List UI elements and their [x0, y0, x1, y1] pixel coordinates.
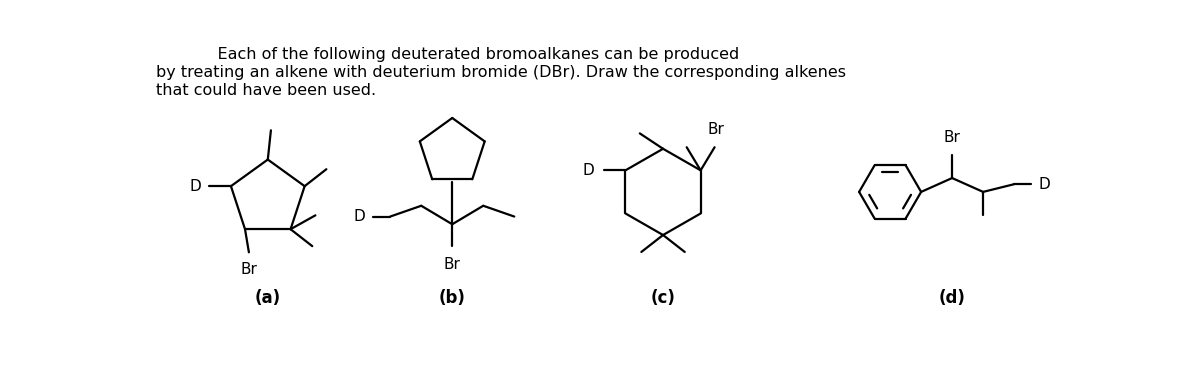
Text: (d): (d) — [938, 289, 966, 307]
Text: (c): (c) — [650, 289, 676, 307]
Text: Br: Br — [943, 130, 960, 145]
Text: D: D — [1039, 177, 1051, 192]
Text: that could have been used.: that could have been used. — [156, 82, 377, 98]
Text: Br: Br — [444, 256, 461, 272]
Text: D: D — [190, 179, 202, 194]
Text: (b): (b) — [439, 289, 466, 307]
Text: Br: Br — [708, 122, 725, 137]
Text: D: D — [583, 163, 594, 178]
Text: Br: Br — [240, 261, 257, 277]
Text: (a): (a) — [254, 289, 281, 307]
Text: Each of the following deuterated bromoalkanes can be produced: Each of the following deuterated bromoal… — [156, 47, 739, 62]
Text: D: D — [354, 209, 366, 224]
Text: by treating an alkene with deuterium bromide (DBr). Draw the corresponding alken: by treating an alkene with deuterium bro… — [156, 65, 846, 80]
